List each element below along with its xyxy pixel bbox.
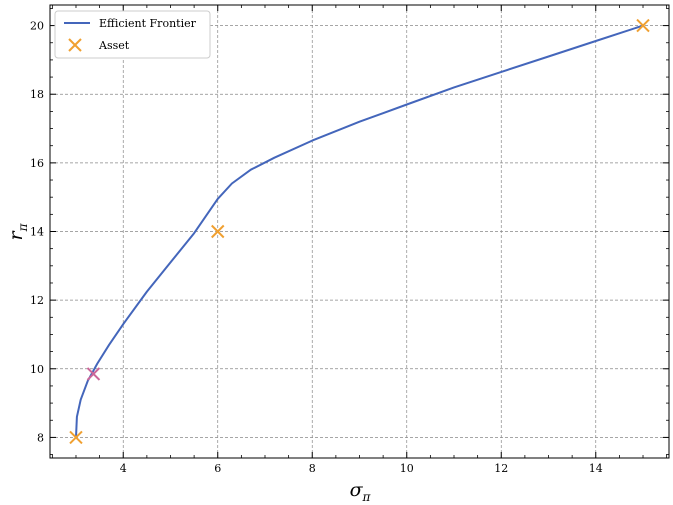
- grid: [50, 5, 669, 458]
- legend-box: [54, 10, 211, 59]
- series-markers: [69, 18, 650, 445]
- y-tick-label: 12: [30, 294, 44, 307]
- x-axis-label: σπ: [350, 479, 372, 504]
- y-tick-label: 16: [30, 157, 44, 170]
- y-tick-label: 20: [30, 20, 44, 33]
- ticks: [50, 5, 669, 458]
- x-tick-label: 10: [400, 462, 414, 475]
- x-tick-label: 14: [589, 462, 603, 475]
- x-tick-label: 12: [494, 462, 508, 475]
- legend-label-efficient-frontier: Efficient Frontier: [99, 17, 197, 30]
- x-tick-label: 8: [309, 462, 316, 475]
- asset-marker: [211, 224, 225, 239]
- legend: Efficient Frontier Asset: [54, 10, 211, 59]
- y-tick-label: 18: [30, 88, 44, 101]
- y-tick-label: 14: [30, 226, 44, 239]
- asset-marker: [69, 430, 83, 445]
- legend-label-asset: Asset: [98, 39, 130, 52]
- x-tick-label: 4: [120, 462, 127, 475]
- y-axis-label: rπ: [5, 222, 30, 240]
- x-tick-label: 6: [214, 462, 221, 475]
- legend-asset-marker: [68, 38, 82, 52]
- tick-labels: 4 6 8 10 12 14 8 10 12 14 16 18 20: [30, 20, 603, 475]
- asset-marker: [636, 18, 650, 33]
- y-tick-label: 10: [30, 363, 44, 376]
- highlight-marker: [86, 367, 101, 381]
- y-tick-label: 8: [37, 431, 44, 444]
